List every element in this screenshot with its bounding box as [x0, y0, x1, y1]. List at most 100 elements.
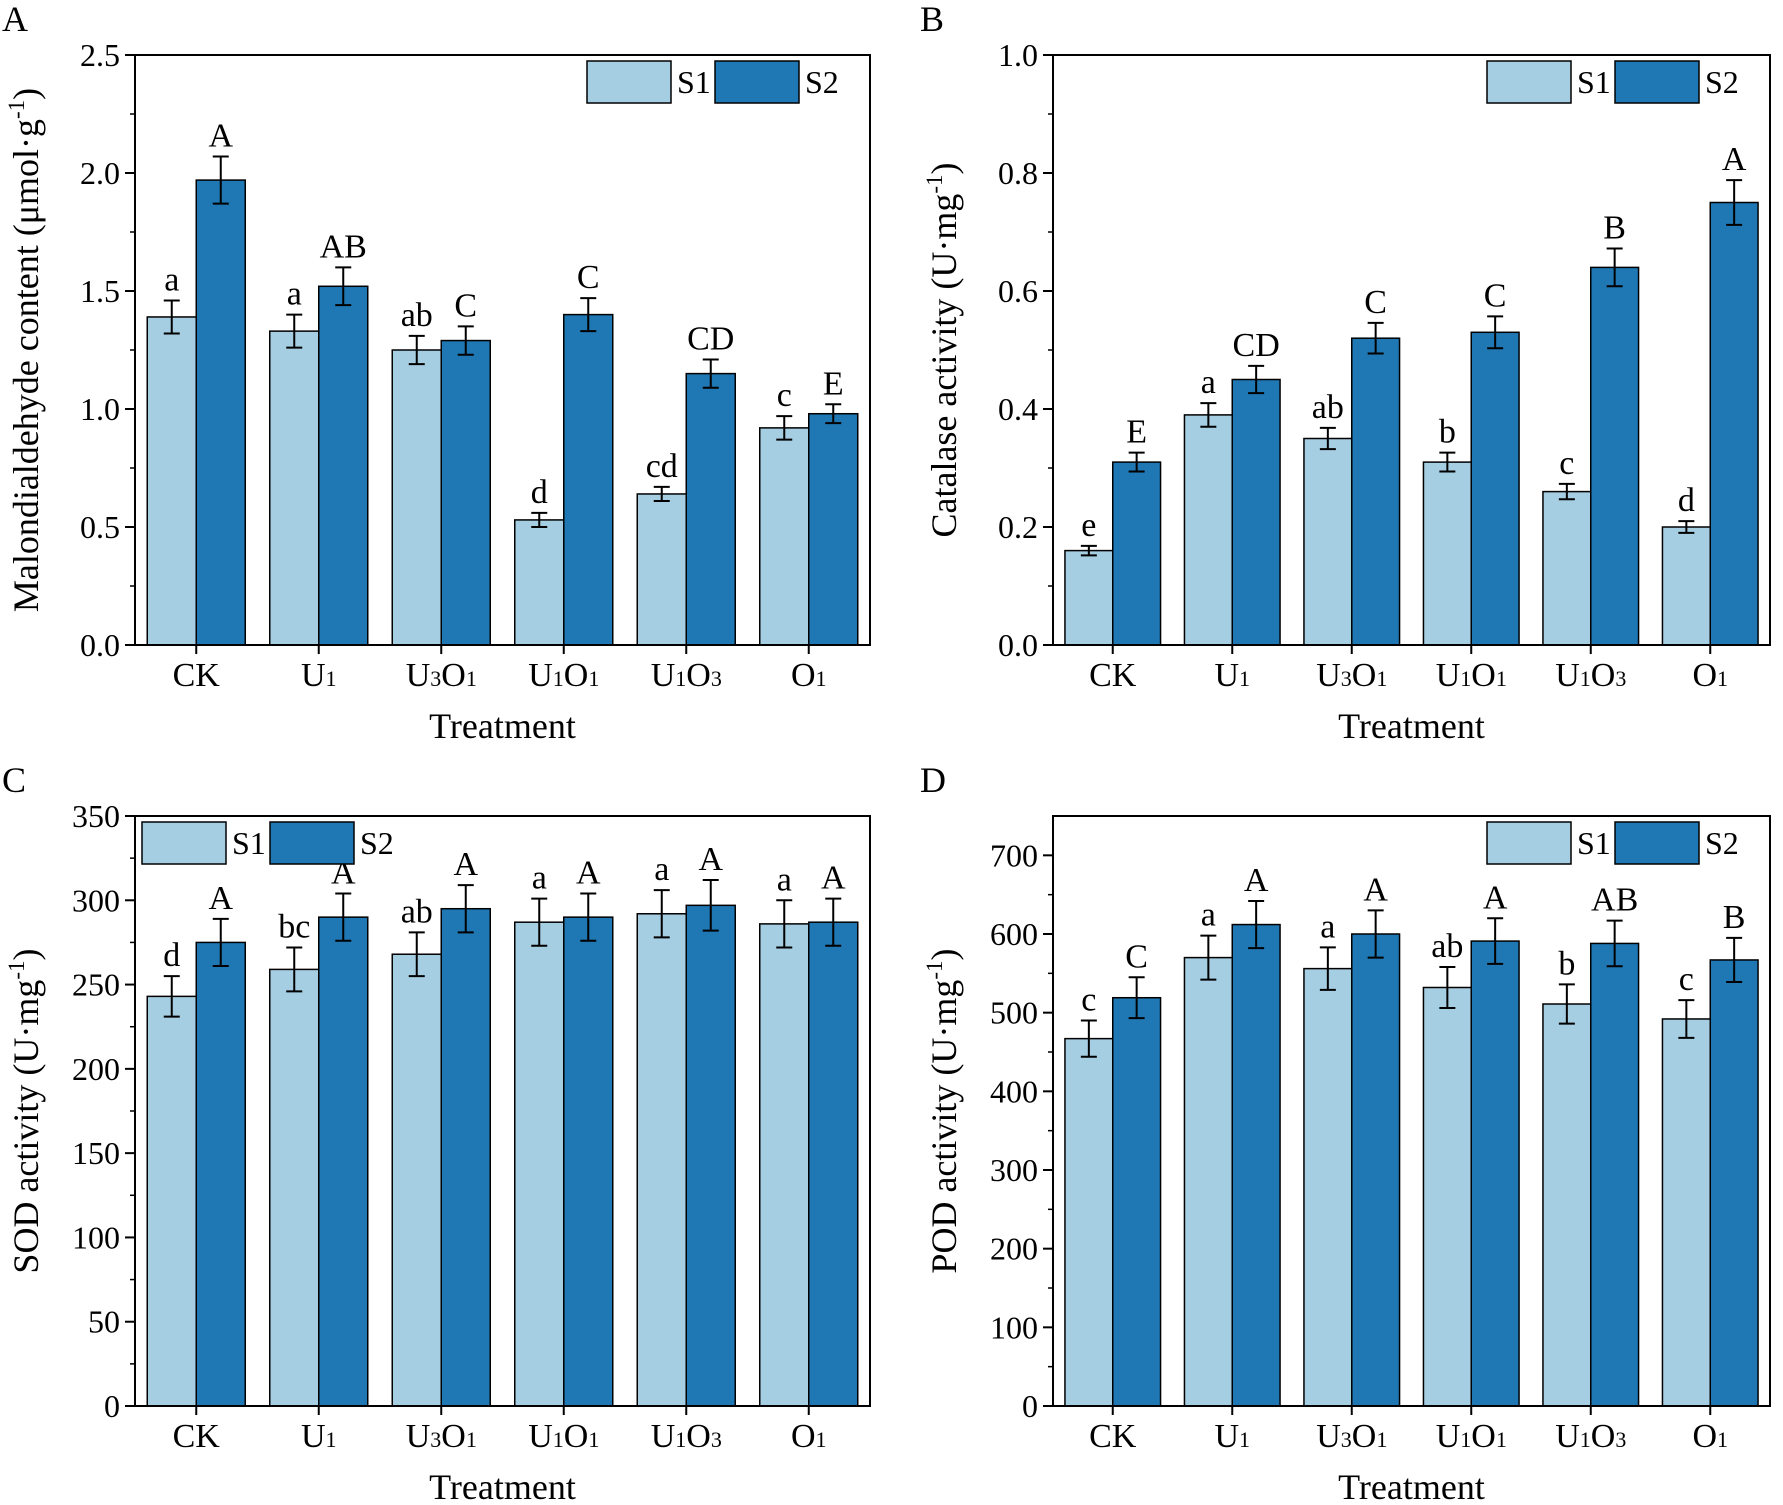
significance-label: d: [1678, 482, 1695, 519]
error-bar: [1367, 321, 1384, 355]
category-subscript: 1: [675, 666, 686, 691]
category-base: O: [1352, 1418, 1377, 1455]
category-base: U: [1555, 657, 1580, 694]
category-base: O: [1692, 1418, 1717, 1455]
y-tick-label: 0.5: [80, 509, 120, 545]
significance-label: C: [1484, 277, 1507, 314]
category-base: O: [686, 1418, 711, 1455]
significance-label: C: [1125, 938, 1148, 975]
y-axis-title-main: Catalase activity (U·mg: [924, 194, 964, 538]
error-bar: [1678, 520, 1695, 534]
legend-swatch-s2: [269, 821, 355, 865]
significance-label: CD: [1233, 327, 1280, 364]
legend-label: S2: [805, 64, 839, 100]
bar-s2-4: [1590, 942, 1640, 1407]
category-subscript: 1: [466, 666, 477, 691]
y-tick-label: 0.4: [998, 391, 1038, 427]
bar-s2-5: [1709, 201, 1759, 646]
error-bar: [1726, 179, 1743, 226]
category-subscript: 1: [1580, 1427, 1591, 1452]
category-base: O: [441, 1418, 466, 1455]
bar-s1-5: [1661, 1018, 1711, 1407]
series-s2: A AB C C CD E: [195, 117, 859, 646]
bar-s1-2: [1303, 967, 1353, 1407]
legend: S1 S2: [141, 821, 394, 865]
legend-label: S1: [677, 64, 711, 100]
bar-s1-2: [391, 953, 442, 1407]
legend-label: S2: [1705, 64, 1739, 100]
significance-label: d: [531, 474, 548, 511]
y-tick-label: 0.0: [998, 627, 1038, 663]
x-tick-label: U1O3: [1555, 657, 1626, 694]
bar-s2-4: [685, 904, 736, 1407]
y-axis-title-end: ): [924, 948, 964, 960]
significance-label: d: [163, 937, 180, 974]
category-base: O: [564, 1418, 589, 1455]
category-base: O: [791, 657, 816, 694]
bar-s1-0: [146, 316, 197, 646]
y-tick-label: 300: [990, 1152, 1038, 1188]
y-tick-label: 200: [990, 1231, 1038, 1267]
bar-s1-2: [1303, 437, 1353, 646]
bar-s1-5: [1661, 526, 1711, 646]
category-base: U: [1436, 1418, 1461, 1455]
category-subscript: 1: [553, 666, 564, 691]
category-subscript: 1: [553, 1427, 564, 1452]
x-tick-label: U1O1: [528, 657, 599, 694]
bar-s1-1: [269, 330, 320, 646]
error-bar: [1319, 946, 1336, 991]
bar-s2-1: [318, 916, 369, 1407]
bar-s2-2: [440, 907, 491, 1407]
significance-label: a: [1320, 908, 1335, 945]
legend-label: S1: [1577, 825, 1611, 861]
y-tick-label: 300: [72, 882, 120, 918]
y-tick-label: 200: [72, 1051, 120, 1087]
bar-s1-3: [514, 921, 565, 1407]
category-subscript: 3: [711, 666, 722, 691]
category-subscript: 3: [1615, 666, 1626, 691]
legend-label: S1: [1577, 64, 1611, 100]
bar-s2-0: [1112, 996, 1162, 1407]
significance-label: B: [1603, 210, 1626, 247]
error-bar: [163, 975, 180, 1018]
category-base: U: [1214, 657, 1239, 694]
legend-label: S2: [360, 825, 394, 861]
category-base: O: [564, 657, 589, 694]
significance-label: A: [1722, 141, 1747, 178]
category-base: U: [651, 657, 676, 694]
y-tick-label: 0.8: [998, 155, 1038, 191]
y-tick-label: 2.5: [80, 37, 120, 73]
significance-label: AB: [320, 228, 367, 265]
significance-label: b: [1439, 414, 1456, 451]
error-bar: [1558, 983, 1575, 1025]
error-bar: [457, 325, 474, 356]
bar-s1-1: [1183, 414, 1233, 646]
x-axis-title: Treatment: [429, 706, 576, 746]
category-base: O: [1591, 657, 1616, 694]
bar-s1-0: [1064, 1037, 1114, 1407]
category-subscript: 1: [326, 666, 337, 691]
legend-swatch-s1: [1486, 60, 1572, 104]
category-base: U: [301, 657, 326, 694]
category-base: U: [1214, 1418, 1239, 1455]
significance-label: a: [1201, 897, 1216, 934]
significance-label: E: [823, 365, 844, 402]
category-subscript: 1: [1717, 666, 1728, 691]
error-bar: [212, 917, 229, 968]
significance-label: ab: [401, 893, 433, 930]
significance-label: c: [1679, 961, 1694, 998]
x-tick-label: CK: [173, 657, 221, 694]
error-bar: [1678, 999, 1695, 1039]
category-subscript: 3: [1341, 666, 1352, 691]
y-axis-title-end: ): [6, 948, 46, 960]
bar-s2-0: [195, 179, 246, 646]
bar-s2-4: [685, 372, 736, 646]
error-bar: [702, 358, 719, 389]
bar-s2-3: [1470, 331, 1520, 646]
error-bar: [580, 297, 597, 333]
x-tick-label: U3O1: [406, 1418, 477, 1455]
significance-label: A: [821, 860, 846, 897]
bar-s2-3: [563, 916, 614, 1407]
